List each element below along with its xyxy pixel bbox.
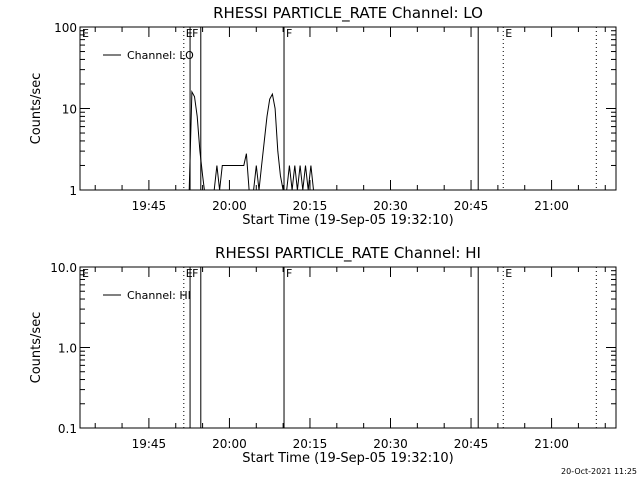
panel-1-event-marker-label: F xyxy=(286,27,292,40)
panel-1-event-marker-label: E xyxy=(82,27,89,40)
panel-1-event-marker-label: E xyxy=(186,27,193,40)
panel-1-event-marker-label: E xyxy=(505,27,512,40)
panel-2-y-tick-label: 10.0 xyxy=(50,261,77,275)
panel-2-y-tick-label: 0.1 xyxy=(58,422,77,436)
panel-2-event-marker-label: E xyxy=(82,267,89,280)
panel-2-y-axis-label: Counts/sec xyxy=(29,312,44,384)
panel-2-event-marker-label: E xyxy=(186,267,193,280)
panel-2-x-tick-label: 21:00 xyxy=(534,437,569,451)
panel-2-event-marker-label: F xyxy=(192,267,198,280)
panel-2-event-marker-label: E xyxy=(505,267,512,280)
panel-1-x-tick-label: 19:45 xyxy=(132,199,167,213)
panel-1-legend-label: Channel: LO xyxy=(127,49,194,62)
panel-1-series-line xyxy=(188,90,205,191)
panel-2-x-tick-label: 20:30 xyxy=(373,437,408,451)
panel-2-x-tick-label: 19:45 xyxy=(132,437,167,451)
panel-1-y-tick-label: 100 xyxy=(54,21,77,35)
panel-2-y-tick-label: 1.0 xyxy=(58,342,77,356)
panel-1-title: RHESSI PARTICLE_RATE Channel: LO xyxy=(213,4,483,23)
panel-2-x-tick-label: 20:00 xyxy=(212,437,247,451)
panel-1-y-tick-label: 1 xyxy=(69,184,77,198)
panel-1-x-tick-label: 20:45 xyxy=(454,199,489,213)
panel-1-x-axis-label: Start Time (19-Sep-05 19:32:10) xyxy=(242,213,453,228)
panel-1-event-marker-label: F xyxy=(192,27,198,40)
panel-2-x-tick-label: 20:15 xyxy=(293,437,328,451)
panel-1-x-tick-label: 20:15 xyxy=(293,199,328,213)
footer-timestamp: 20-Oct-2021 11:25 xyxy=(561,467,637,476)
panel-1-y-axis-label: Counts/sec xyxy=(29,73,44,145)
panel-1-x-tick-label: 21:00 xyxy=(534,199,569,213)
panel-1-x-tick-label: 20:00 xyxy=(212,199,247,213)
panel-2-x-axis-label: Start Time (19-Sep-05 19:32:10) xyxy=(242,451,453,466)
panel-2-legend-label: Channel: HI xyxy=(127,289,191,302)
panel-2-title: RHESSI PARTICLE_RATE Channel: HI xyxy=(215,244,481,263)
panel-1-x-tick-label: 20:30 xyxy=(373,199,408,213)
panel-2-x-tick-label: 20:45 xyxy=(454,437,489,451)
panel-2-event-marker-label: F xyxy=(286,267,292,280)
panel-1-y-tick-label: 10 xyxy=(62,103,77,117)
panel-1-series-line xyxy=(213,92,317,191)
